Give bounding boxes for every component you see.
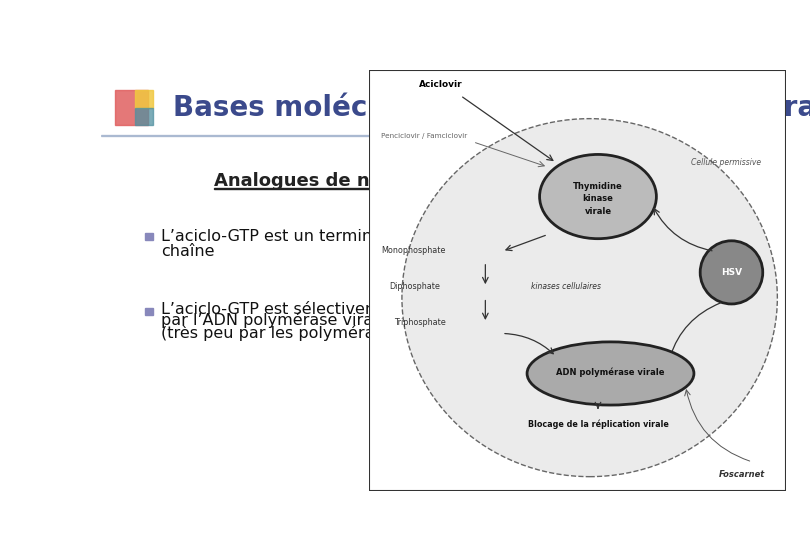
Text: Penciclovir / Famciclovir: Penciclovir / Famciclovir <box>381 133 467 139</box>
Text: par l’ADN polymérase virale: par l’ADN polymérase virale <box>161 312 387 328</box>
Text: Blocage de la réplication virale: Blocage de la réplication virale <box>527 419 668 429</box>
Text: kinases cellulaires: kinases cellulaires <box>531 282 601 291</box>
Text: Foscarnet: Foscarnet <box>718 470 765 479</box>
Text: L’aciclo-GTP est sélectivement utilisée: L’aciclo-GTP est sélectivement utilisée <box>161 302 470 317</box>
Text: kinase: kinase <box>582 194 613 203</box>
Ellipse shape <box>402 119 778 477</box>
Text: Diphosphate: Diphosphate <box>390 282 441 291</box>
Bar <box>145 233 153 240</box>
Bar <box>135 90 153 109</box>
Text: virale: virale <box>585 207 612 216</box>
Circle shape <box>700 241 763 304</box>
Bar <box>101 134 729 136</box>
Bar <box>145 308 153 315</box>
Text: Triphosphate: Triphosphate <box>394 318 446 327</box>
Text: (très peu par les polymérases cellulaires): (très peu par les polymérases cellulaire… <box>161 325 493 341</box>
Text: Cellule permissive: Cellule permissive <box>691 158 761 167</box>
Text: Aciclovir: Aciclovir <box>419 80 463 89</box>
Text: Monophosphate: Monophosphate <box>381 246 446 255</box>
Text: Analogues de nucléosides: Analogues de nucléosides <box>214 172 476 191</box>
Text: ADN polymérase virale: ADN polymérase virale <box>556 368 665 377</box>
Text: HSV: HSV <box>721 268 742 277</box>
Text: Bases moléculaire du traitement antiviral: Bases moléculaire du traitement antivira… <box>173 94 810 123</box>
Bar <box>115 90 147 125</box>
Bar <box>135 107 153 125</box>
Ellipse shape <box>527 342 694 405</box>
Ellipse shape <box>539 154 656 239</box>
Text: L’aciclo-GTP est un terminateur de: L’aciclo-GTP est un terminateur de <box>161 228 441 244</box>
Text: Thymidine: Thymidine <box>573 181 623 191</box>
Text: chaîne: chaîne <box>161 244 215 259</box>
